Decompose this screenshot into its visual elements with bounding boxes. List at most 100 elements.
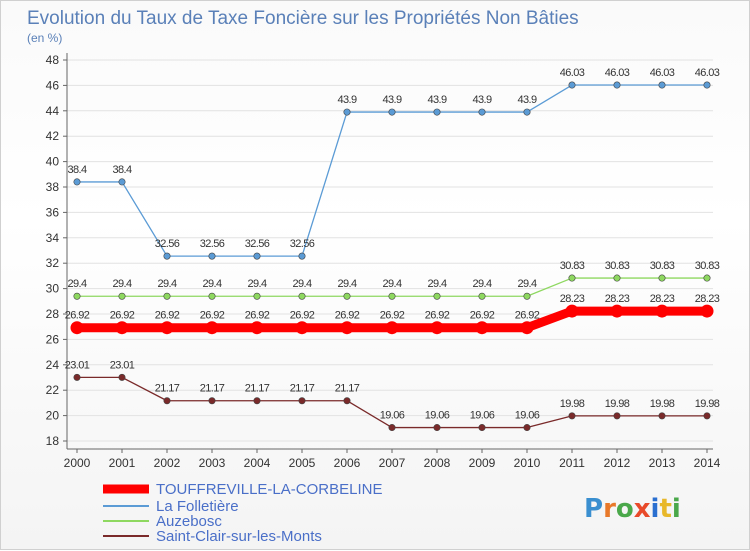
point-la-folleti-re-2005 [298,252,306,260]
y-tick-label-20: 20 [46,409,60,423]
label-la-folleti-re-2008: 43.9 [427,94,446,106]
label-auzebosc-2004: 29.4 [247,278,266,290]
label-auzebosc-2010: 29.4 [517,278,536,290]
point-saint-clair-sur-les-monts-2010 [523,424,531,432]
point-saint-clair-sur-les-monts-2014 [703,412,711,420]
x-axis-ticks: 2000 2001 2002 2003 2004 2005 2006 2007 2008 2009… [64,449,721,470]
x-tick-label-2011: 2011 [559,456,585,470]
label-la-folleti-re-2011: 46.03 [560,67,585,79]
label-auzebosc-2005: 29.4 [292,278,311,290]
proxiti-logo: Proxiti [584,494,681,524]
label-saint-clair-sur-les-monts-2012: 19.98 [605,398,630,410]
point-auzebosc-2012 [613,274,621,282]
label-saint-clair-sur-les-monts-2000: 23.01 [65,359,90,371]
point-saint-clair-sur-les-monts-2007 [388,424,396,432]
y-tick-label-42: 42 [46,129,60,143]
point-touffreville-la-corbeline-2004 [250,321,264,335]
y-tick-label-18: 18 [46,434,60,448]
point-auzebosc-2004 [253,292,261,300]
label-touffreville-la-corbeline-2010: 26.92 [515,310,540,322]
y-tick-label-40: 40 [46,155,60,169]
label-auzebosc-2013: 30.83 [650,260,675,272]
point-touffreville-la-corbeline-2000 [70,321,84,335]
x-tick-label-2005: 2005 [289,456,316,470]
point-la-folleti-re-2008 [433,108,441,116]
label-touffreville-la-corbeline-2008: 26.92 [425,310,450,322]
point-auzebosc-2006 [343,292,351,300]
point-auzebosc-2000 [73,292,81,300]
label-auzebosc-2008: 29.4 [427,278,446,290]
label-auzebosc-2001: 29.4 [112,278,131,290]
x-tick-label-2002: 2002 [154,456,181,470]
logo-letter: i [672,494,681,524]
chart-title: Evolution du Taux de Taxe Foncière sur l… [27,8,579,29]
x-tick-label-2003: 2003 [199,456,226,470]
label-saint-clair-sur-les-monts-2009: 19.06 [470,410,495,422]
point-touffreville-la-corbeline-2002 [160,321,174,335]
y-tick-label-34: 34 [46,231,60,245]
x-tick-label-2012: 2012 [604,456,631,470]
label-saint-clair-sur-les-monts-2010: 19.06 [515,410,540,422]
logo-letter: x [634,494,651,524]
label-la-folleti-re-2003: 32.56 [200,238,225,250]
axes [66,53,713,450]
point-la-folleti-re-2010 [523,108,531,116]
y-tick-label-22: 22 [46,383,60,397]
label-touffreville-la-corbeline-2001: 26.92 [110,310,135,322]
point-auzebosc-2002 [163,292,171,300]
label-saint-clair-sur-les-monts-2007: 19.06 [380,410,405,422]
label-auzebosc-2006: 29.4 [337,278,356,290]
point-saint-clair-sur-les-monts-2005 [298,397,306,405]
point-auzebosc-2009 [478,292,486,300]
label-touffreville-la-corbeline-2011: 28.23 [560,293,585,305]
label-auzebosc-2007: 29.4 [382,278,401,290]
label-saint-clair-sur-les-monts-2008: 19.06 [425,410,450,422]
label-touffreville-la-corbeline-2003: 26.92 [200,310,225,322]
x-tick-label-2009: 2009 [469,456,496,470]
point-touffreville-la-corbeline-2013 [655,304,669,318]
label-touffreville-la-corbeline-2014: 28.23 [695,293,720,305]
legend-label-saint-clair-sur-les-monts: Saint-Clair-sur-les-Monts [156,528,322,545]
point-touffreville-la-corbeline-2001 [115,321,129,335]
y-axis-ticks: 18 20 22 24 26 28 30 32 34 36 38 40 42 44 46 48 [46,53,67,448]
x-tick-label-2010: 2010 [514,456,541,470]
legend-label-auzebosc: Auzebosc [156,513,222,530]
point-touffreville-la-corbeline-2008 [430,321,444,335]
label-la-folleti-re-2010: 43.9 [517,94,536,106]
x-tick-label-2013: 2013 [649,456,676,470]
point-saint-clair-sur-les-monts-2000 [73,373,81,381]
point-la-folleti-re-2001 [118,178,126,186]
point-touffreville-la-corbeline-2010 [520,321,534,335]
point-saint-clair-sur-les-monts-2002 [163,397,171,405]
label-saint-clair-sur-les-monts-2001: 23.01 [110,359,135,371]
x-tick-label-2001: 2001 [109,456,136,470]
point-touffreville-la-corbeline-2009 [475,321,489,335]
y-tick-label-46: 46 [46,78,60,92]
point-la-folleti-re-2011 [568,81,576,89]
label-touffreville-la-corbeline-2013: 28.23 [650,293,675,305]
label-la-folleti-re-2002: 32.56 [155,238,180,250]
logo-letter: P [584,494,603,524]
y-tick-label-24: 24 [46,358,60,372]
label-touffreville-la-corbeline-2009: 26.92 [470,310,495,322]
point-auzebosc-2003 [208,292,216,300]
label-la-folleti-re-2009: 43.9 [472,94,491,106]
y-tick-label-48: 48 [46,53,60,67]
point-la-folleti-re-2014 [703,81,711,89]
point-auzebosc-2013 [658,274,666,282]
label-auzebosc-2011: 30.83 [560,260,585,272]
point-la-folleti-re-2002 [163,252,171,260]
label-touffreville-la-corbeline-2005: 26.92 [290,310,315,322]
label-saint-clair-sur-les-monts-2004: 21.17 [245,383,270,395]
y-tick-label-44: 44 [46,104,60,118]
point-la-folleti-re-2003 [208,252,216,260]
label-la-folleti-re-2004: 32.56 [245,238,270,250]
y-tick-label-32: 32 [46,256,60,270]
point-touffreville-la-corbeline-2007 [385,321,399,335]
point-la-folleti-re-2007 [388,108,396,116]
point-auzebosc-2011 [568,274,576,282]
point-auzebosc-2014 [703,274,711,282]
label-la-folleti-re-2006: 43.9 [337,94,356,106]
logo-letter: t [659,494,671,524]
